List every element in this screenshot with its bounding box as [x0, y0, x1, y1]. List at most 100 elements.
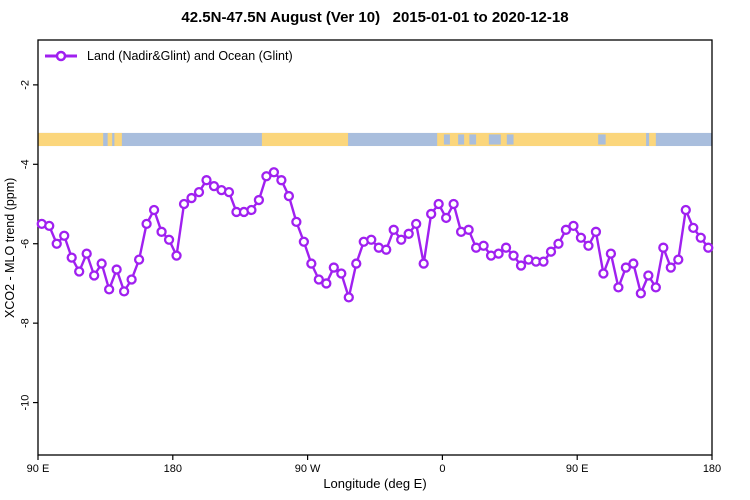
data-point-marker: [81, 248, 92, 259]
data-point-marker: [583, 240, 594, 251]
data-point-marker: [553, 238, 564, 249]
data-point-marker: [201, 175, 212, 186]
map-strip-land-segment: [649, 132, 656, 147]
data-point-marker: [306, 258, 317, 269]
x-tick-label: 90 E: [27, 463, 50, 475]
data-point-marker: [208, 180, 220, 192]
chart-title: 42.5N-47.5N August (Ver 10) 2015-01-01 t…: [181, 9, 569, 26]
map-strip-land-segment: [38, 132, 104, 147]
data-point-marker: [426, 208, 437, 220]
data-point-marker: [478, 240, 489, 251]
data-point-marker: [448, 198, 459, 210]
map-strip-water-patch: [598, 134, 606, 145]
data-point-marker: [51, 238, 62, 249]
data-point-marker: [493, 248, 504, 259]
data-point-marker: [351, 258, 362, 269]
data-point-marker: [171, 250, 182, 261]
data-point-marker: [635, 288, 647, 299]
data-point-marker: [223, 186, 235, 198]
data-point-marker: [388, 224, 399, 235]
x-tick-label: 90 W: [295, 463, 321, 475]
data-point-marker: [695, 232, 706, 243]
data-point-marker: [433, 198, 444, 210]
legend-circle-icon: [55, 50, 67, 62]
data-point-marker: [396, 234, 407, 245]
data-point-marker: [111, 264, 122, 275]
data-point-marker: [650, 282, 661, 293]
data-point-marker: [538, 256, 549, 267]
data-point-marker: [246, 204, 257, 216]
data-point-marker: [178, 198, 190, 210]
data-point-marker: [590, 226, 602, 237]
map-strip-water-patch: [506, 134, 514, 145]
data-point-marker: [156, 226, 167, 237]
data-point-marker: [186, 192, 197, 204]
map-strip-water-patch: [469, 134, 477, 145]
data-point-marker: [268, 167, 280, 178]
data-point-marker: [613, 282, 624, 293]
y-tick-label: -4: [20, 159, 32, 169]
data-point-marker: [141, 218, 152, 230]
data-point-marker: [418, 258, 429, 269]
data-point-marker: [545, 246, 557, 257]
data-point-marker: [148, 204, 160, 216]
data-point-marker: [500, 242, 512, 253]
data-point-marker: [411, 218, 422, 230]
data-point-marker: [276, 175, 287, 186]
data-point-marker: [688, 222, 699, 233]
data-point-marker: [620, 262, 632, 273]
data-point-marker: [103, 284, 115, 295]
data-point-marker: [96, 258, 107, 269]
data-point-marker: [126, 274, 137, 285]
data-point-marker: [366, 234, 377, 245]
data-point-marker: [605, 248, 617, 259]
map-strip-land-segment: [107, 132, 113, 147]
data-point-marker: [328, 262, 339, 273]
data-point-marker: [74, 266, 85, 277]
data-point-marker: [665, 262, 676, 273]
data-point-marker: [598, 268, 609, 279]
y-axis-label: XCO2 - MLO trend (ppm): [3, 177, 17, 318]
data-point-marker: [343, 292, 354, 303]
data-point-marker: [298, 236, 310, 247]
legend-line-marker-icon: [45, 50, 77, 62]
data-point-marker: [118, 286, 130, 297]
data-point-marker: [44, 220, 55, 232]
legend: Land (Nadir&Glint) and Ocean (Glint): [44, 49, 293, 63]
data-point-marker: [673, 254, 684, 265]
x-tick-label: 180: [164, 463, 182, 475]
data-point-marker: [680, 204, 691, 216]
data-point-marker: [643, 270, 654, 281]
data-point-marker: [313, 274, 324, 285]
data-point-marker: [560, 224, 572, 235]
data-point-marker: [89, 270, 100, 281]
data-point-marker: [403, 228, 414, 239]
data-point-marker: [253, 194, 265, 206]
y-tick-label: -8: [20, 318, 32, 328]
data-point-marker: [440, 212, 452, 224]
data-point-marker: [508, 250, 519, 261]
data-point-marker: [658, 242, 669, 253]
x-tick-label: 90 E: [566, 463, 589, 475]
x-tick-label: 0: [439, 463, 445, 475]
data-point-marker: [575, 232, 587, 243]
data-point-marker: [628, 258, 639, 269]
data-point-marker: [193, 186, 205, 198]
data-point-marker: [515, 260, 527, 271]
data-point-marker: [321, 278, 332, 289]
data-point-marker: [336, 268, 347, 279]
data-point-marker: [291, 216, 302, 228]
x-tick-label: 180: [703, 463, 721, 475]
data-point-marker: [381, 244, 392, 255]
map-strip-land-segment: [437, 132, 647, 147]
data-point-marker: [163, 234, 175, 245]
y-tick-label: -2: [20, 80, 32, 90]
data-point-marker: [283, 190, 295, 202]
data-point-marker: [261, 171, 272, 182]
x-axis-label: Longitude (deg E): [323, 476, 427, 491]
data-point-marker: [463, 224, 474, 235]
data-point-marker: [703, 242, 714, 253]
map-strip-water-patch: [458, 134, 465, 145]
